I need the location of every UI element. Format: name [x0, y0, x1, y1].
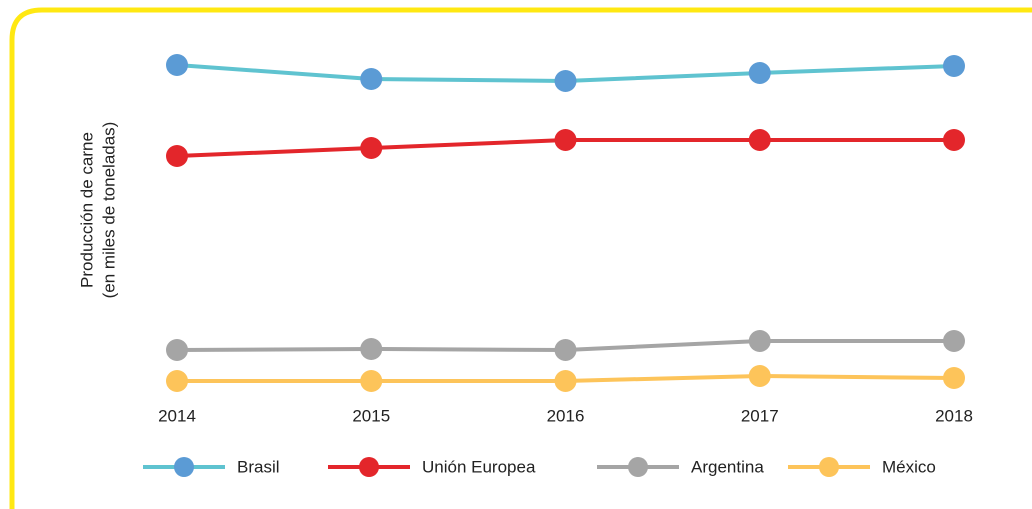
data-point [166, 339, 188, 361]
data-point [166, 54, 188, 76]
x-tick-label: 2014 [158, 406, 196, 425]
data-point [554, 339, 577, 361]
data-point [748, 330, 771, 352]
legend-marker [174, 457, 194, 477]
legend-label: Brasil [237, 457, 280, 476]
y-label-line: (en miles de toneladas) [99, 122, 118, 299]
data-point [943, 330, 965, 352]
legend-entry: Unión Europea [328, 457, 536, 477]
legend-marker [628, 457, 648, 477]
data-point [554, 370, 577, 392]
legend-entry: Argentina [597, 457, 764, 477]
data-point [554, 70, 577, 92]
data-point [360, 370, 383, 392]
x-tick-label: 2018 [935, 406, 973, 425]
legend-label: México [882, 457, 936, 476]
legend-marker [819, 457, 839, 477]
data-point [166, 370, 188, 392]
y-axis-label: Producción de carne (en miles de tonelad… [77, 122, 118, 299]
legend-marker [359, 457, 379, 477]
data-point [943, 55, 965, 77]
data-point [748, 365, 771, 387]
legend-label: Argentina [691, 457, 764, 476]
data-point [360, 137, 383, 159]
y-label-line: Producción de carne [77, 132, 96, 288]
data-point [748, 129, 771, 151]
legend-entry: México [788, 457, 936, 477]
frame [9, 7, 1032, 509]
data-point [748, 62, 771, 84]
data-point [360, 338, 383, 360]
x-tick-label: 2017 [741, 406, 779, 425]
data-point [943, 129, 965, 151]
x-tick-label: 2015 [352, 406, 390, 425]
data-point [554, 129, 577, 151]
legend-entry: Brasil [143, 457, 280, 477]
legend-label: Unión Europea [422, 457, 536, 476]
x-tick-label: 2016 [547, 406, 585, 425]
data-point [943, 367, 965, 389]
data-point [166, 145, 188, 167]
data-point [360, 68, 383, 90]
